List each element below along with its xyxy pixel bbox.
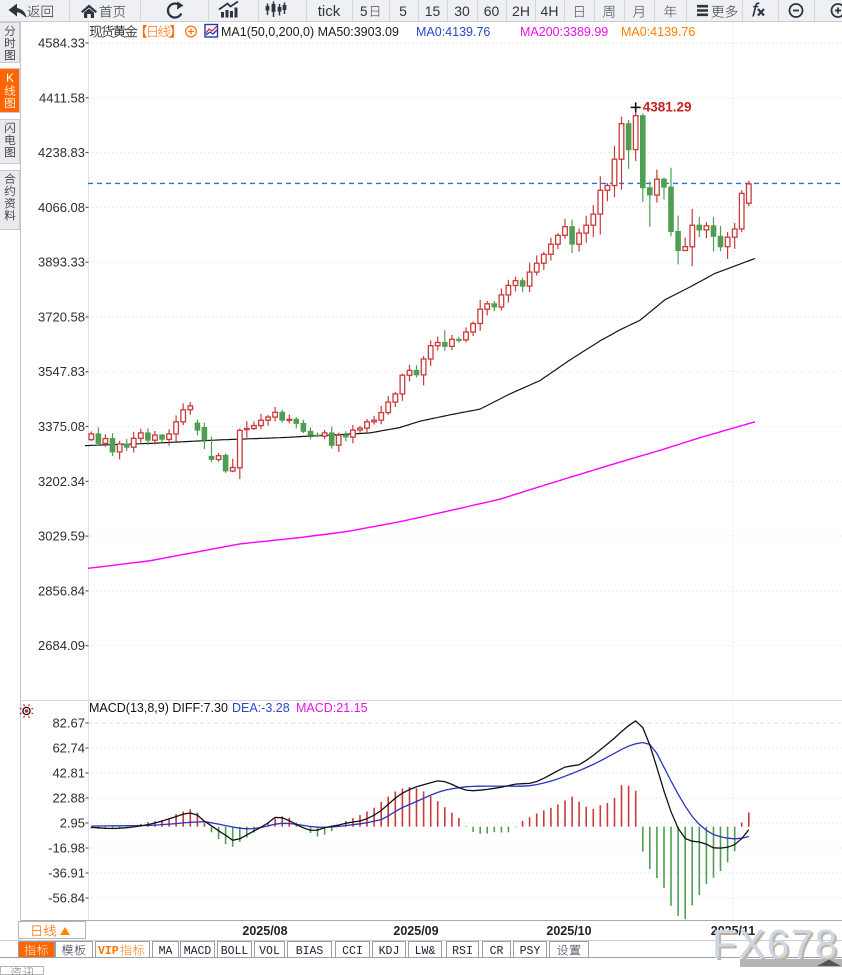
svg-text:CCI: CCI: [342, 945, 363, 958]
svg-text:-16.98: -16.98: [48, 841, 85, 856]
svg-text:2025/10: 2025/10: [546, 924, 591, 938]
svg-text:3720.58: 3720.58: [38, 310, 85, 325]
svg-text:KDJ: KDJ: [379, 945, 400, 958]
svg-text:MACD(13,8,9) DIFF:7.30: MACD(13,8,9) DIFF:7.30: [89, 701, 228, 715]
svg-text:4238.83: 4238.83: [38, 145, 85, 160]
svg-text:2025/11: 2025/11: [711, 924, 756, 938]
svg-text:3893.33: 3893.33: [38, 255, 85, 270]
svg-text:2.95: 2.95: [60, 816, 85, 831]
svg-text:LW&: LW&: [415, 945, 436, 958]
svg-text:3202.34: 3202.34: [38, 474, 85, 489]
svg-text:BOLL: BOLL: [221, 945, 249, 958]
svg-text:3029.59: 3029.59: [38, 529, 85, 544]
svg-text:4381.29: 4381.29: [643, 99, 692, 114]
svg-text:-56.84: -56.84: [48, 891, 85, 906]
svg-text:2025/08: 2025/08: [242, 924, 287, 938]
svg-text:MA0:4139.76: MA0:4139.76: [416, 25, 490, 39]
svg-text:VOL: VOL: [259, 945, 280, 958]
svg-text:22.88: 22.88: [52, 791, 85, 806]
svg-text:5: 5: [399, 3, 407, 19]
svg-text:-36.91: -36.91: [48, 866, 85, 881]
svg-text:FX678: FX678: [714, 923, 841, 969]
svg-text:MACD: MACD: [184, 945, 212, 958]
svg-text:42.81: 42.81: [52, 766, 85, 781]
svg-text:2025/09: 2025/09: [393, 924, 438, 938]
svg-text:DEA:-3.28: DEA:-3.28: [232, 701, 290, 715]
svg-text:4H: 4H: [541, 3, 559, 19]
svg-text:82.67: 82.67: [52, 716, 85, 731]
svg-text:60: 60: [484, 3, 500, 19]
svg-text:4411.58: 4411.58: [39, 90, 85, 105]
svg-text:MA200:3389.99: MA200:3389.99: [520, 25, 608, 39]
svg-text:MA: MA: [159, 945, 173, 958]
svg-text:CR: CR: [490, 945, 504, 958]
svg-text:4066.08: 4066.08: [38, 200, 85, 215]
svg-text:FX678: FX678: [712, 921, 839, 967]
svg-text:4584.33: 4584.33: [38, 36, 85, 51]
svg-text:2H: 2H: [512, 3, 530, 19]
svg-text:5: 5: [360, 4, 368, 19]
svg-text:3375.08: 3375.08: [38, 419, 85, 434]
svg-text:VIP: VIP: [98, 945, 119, 958]
svg-text:15: 15: [425, 3, 441, 19]
svg-text:MACD:21.15: MACD:21.15: [296, 701, 368, 715]
svg-text:BIAS: BIAS: [296, 945, 324, 958]
svg-text:MA1(50,0,200,0) MA50:3903.09: MA1(50,0,200,0) MA50:3903.09: [221, 25, 399, 39]
svg-text:2684.09: 2684.09: [38, 638, 85, 653]
svg-text:62.74: 62.74: [52, 741, 85, 756]
svg-text:PSY: PSY: [520, 945, 541, 958]
svg-text:K: K: [6, 71, 14, 85]
svg-text:3547.83: 3547.83: [38, 364, 85, 379]
svg-text:2856.84: 2856.84: [38, 583, 85, 598]
svg-text:30: 30: [454, 3, 470, 19]
svg-text:MA0:4139.76: MA0:4139.76: [621, 25, 695, 39]
svg-text:RSI: RSI: [452, 945, 473, 958]
svg-text:tick: tick: [318, 3, 341, 20]
